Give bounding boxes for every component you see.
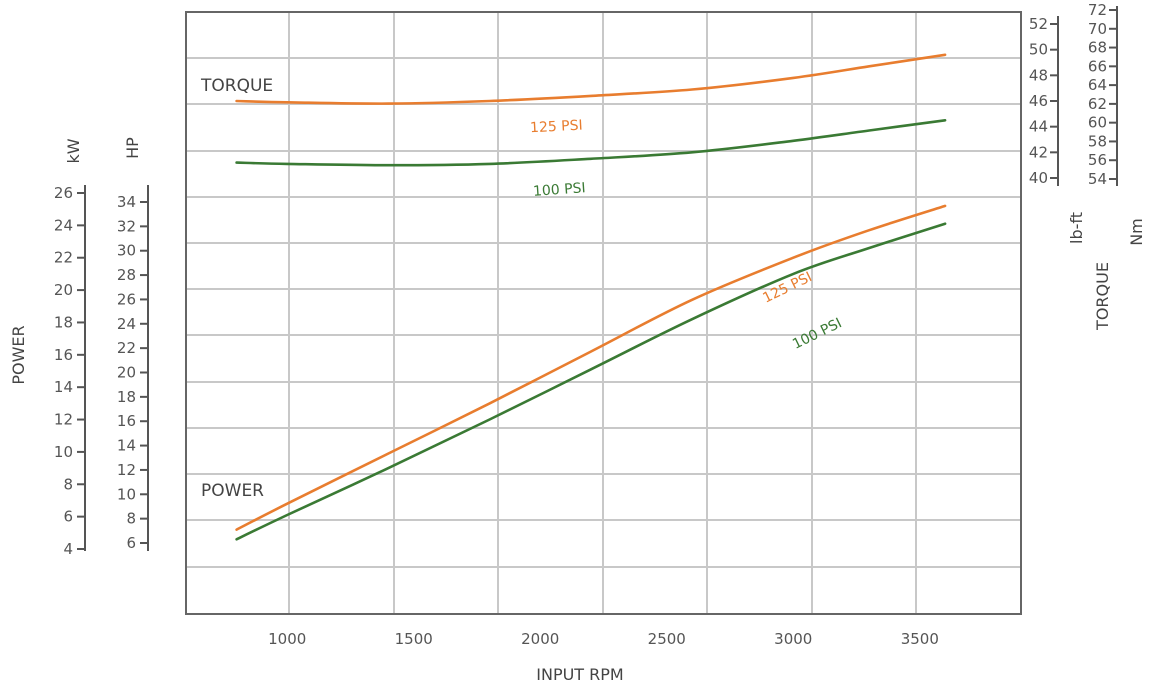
kw-unit-label: kW <box>64 138 83 163</box>
kw-tick-label: 6 <box>63 508 73 526</box>
power-100psi-curve <box>235 222 947 541</box>
hp-tick-label: 34 <box>117 193 136 211</box>
nm-unit-label: Nm <box>1127 218 1146 246</box>
lbft-tick-label: 44 <box>1029 118 1048 136</box>
kw-tick-label: 20 <box>54 281 73 299</box>
hp-tick-label: 26 <box>117 290 136 308</box>
hp-tick-label: 6 <box>126 534 136 552</box>
hp-ticks: 6 8 10 12 14 16 18 20 22 24 26 28 30 32 34 <box>117 193 148 552</box>
hp-tick-label: 14 <box>117 437 136 455</box>
x-axis-title: INPUT RPM <box>536 665 623 684</box>
kw-tick-label: 10 <box>54 443 73 461</box>
hp-tick-label: 28 <box>117 266 136 284</box>
right-axis-title: TORQUE <box>1093 262 1112 331</box>
lbft-tick-label: 40 <box>1029 169 1048 187</box>
lbft-unit-label: lb-ft <box>1067 212 1086 244</box>
lbft-tick-label: 42 <box>1029 143 1048 161</box>
nm-tick-label: 72 <box>1088 1 1107 19</box>
x-tick-label: 2500 <box>648 630 686 648</box>
nm-tick-label: 60 <box>1088 114 1107 132</box>
power-group-label: POWER <box>201 481 264 501</box>
kw-ticks: 4 6 8 10 12 14 16 18 20 22 24 26 <box>54 184 85 558</box>
nm-tick-label: 56 <box>1088 151 1107 169</box>
nm-tick-label: 62 <box>1088 95 1107 113</box>
kw-tick-label: 18 <box>54 313 73 331</box>
kw-tick-label: 4 <box>63 540 73 558</box>
torque-100psi-label: 100 PSI <box>533 180 587 200</box>
curves <box>235 53 947 541</box>
nm-tick-label: 54 <box>1088 170 1107 188</box>
kw-tick-label: 12 <box>54 411 73 429</box>
hp-tick-label: 22 <box>117 339 136 357</box>
power-125psi-curve <box>235 204 947 531</box>
hp-tick-label: 32 <box>117 217 136 235</box>
hp-tick-label: 20 <box>117 364 136 382</box>
torque-125psi-curve <box>235 53 947 105</box>
grid <box>186 12 1021 614</box>
x-tick-label: 3500 <box>901 630 939 648</box>
kw-tick-label: 16 <box>54 346 73 364</box>
nm-tick-label: 64 <box>1088 76 1107 94</box>
x-tick-label: 2000 <box>521 630 559 648</box>
plot-frame <box>185 11 1022 615</box>
hp-tick-label: 30 <box>117 242 136 260</box>
hp-tick-label: 8 <box>126 510 136 528</box>
hp-unit-label: HP <box>123 137 142 159</box>
torque-100psi-curve <box>235 119 947 167</box>
hp-tick-label: 18 <box>117 388 136 406</box>
hp-tick-label: 16 <box>117 412 136 430</box>
hp-tick-label: 10 <box>117 485 136 503</box>
hp-tick-label: 12 <box>117 461 136 479</box>
kw-tick-label: 24 <box>54 216 73 234</box>
kw-tick-label: 26 <box>54 184 73 202</box>
x-tick-label: 1000 <box>268 630 306 648</box>
hp-tick-label: 24 <box>117 315 136 333</box>
x-tick-label: 3000 <box>774 630 812 648</box>
lbft-tick-label: 48 <box>1029 66 1048 84</box>
nm-tick-label: 58 <box>1088 132 1107 150</box>
torque-125psi-label: 125 PSI <box>530 118 583 137</box>
nm-tick-label: 68 <box>1088 39 1107 57</box>
kw-tick-label: 22 <box>54 249 73 267</box>
nm-tick-label: 66 <box>1088 57 1107 75</box>
x-tick-label: 1500 <box>395 630 433 648</box>
nm-tick-label: 70 <box>1088 20 1107 38</box>
left-axis-title: POWER <box>9 325 28 384</box>
lbft-tick-label: 50 <box>1029 41 1048 59</box>
lbft-ticks: 40 42 44 46 48 50 52 <box>1029 15 1058 187</box>
kw-tick-label: 14 <box>54 378 73 396</box>
x-ticks: 1000 1500 2000 2500 3000 3500 <box>268 630 939 648</box>
torque-group-label: TORQUE <box>200 76 273 96</box>
lbft-tick-label: 46 <box>1029 92 1048 110</box>
lbft-tick-label: 52 <box>1029 15 1048 33</box>
power-125psi-label: 125 PSI <box>760 269 814 306</box>
kw-tick-label: 8 <box>63 475 73 493</box>
